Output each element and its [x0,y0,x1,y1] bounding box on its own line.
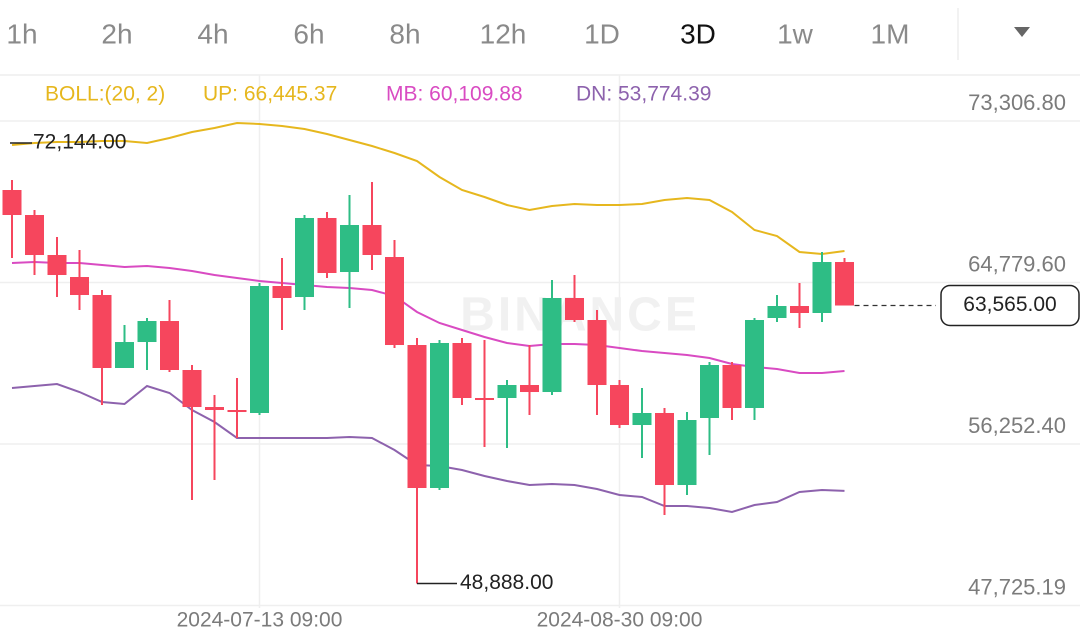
candle-body [47,255,67,276]
candle-body [632,412,652,426]
high-marker-label: 72,144.00 [33,131,126,154]
candle-body [790,306,809,313]
candle-body [362,225,382,256]
candle-body [182,370,202,408]
timeframe-tab[interactable]: 1h [6,18,37,49]
candle-body [677,420,697,486]
candle-body [25,215,44,256]
last-price-box [940,284,1080,327]
timeframe-tab[interactable]: 6h [293,18,324,49]
candle-body [430,342,449,488]
candle-body [205,407,224,411]
candle-body [137,321,157,343]
candle-body [565,297,584,321]
timeframe-tab[interactable]: 4h [197,18,228,49]
timeframe-tab[interactable]: 3D [680,18,716,49]
timeframe-tab[interactable]: 2h [101,18,132,49]
timeframe-tab[interactable]: 1M [871,18,910,49]
candle-body [250,286,269,413]
candle-body [70,277,89,296]
indicator-label: BOLL:(20, 2) [45,83,165,106]
legend-entry: MB: 60,109.88 [386,83,523,106]
candle-body [700,365,719,418]
candle-body [407,345,427,488]
last-price-label: 63,565.00 [963,293,1056,316]
candle-body [272,286,292,298]
x-tick-label: 2024-07-13 09:00 [177,609,343,629]
candle-body [2,190,22,216]
boll-line [11,260,845,374]
candle-body [722,365,742,408]
dropdown-icon[interactable] [1014,27,1030,37]
candle-body [295,217,314,298]
plot: 73,306.80 64,779.60 56,252.40 47,725.19 2024… [0,75,1080,629]
candle-body [160,321,179,371]
candle-body [497,385,517,398]
candle-body [767,306,787,318]
candle-body [812,262,832,313]
candle-body [745,320,764,408]
candle-body [475,397,494,401]
candle-body [520,385,539,393]
candle-body [655,412,674,486]
y-tick-label: 73,306.80 [968,90,1066,115]
timeframe-tab[interactable]: 1w [777,18,814,49]
candle-body [115,342,134,368]
candle-body [385,257,404,346]
timeframe-tabs: 1h 2h 4h 6h 8h 12h 1D 3D 1w 1M [6,18,909,49]
boll-line [11,382,845,514]
candle-body [542,297,562,393]
y-tick-label: 64,779.60 [968,251,1066,276]
legend-entry: DN: 53,774.39 [576,83,711,106]
timeframe-tab[interactable]: 12h [480,18,527,49]
candle-body [835,262,854,306]
legend-entry: UP: 66,445.37 [203,83,337,106]
candle-body [92,295,112,368]
y-tick-label: 47,725.19 [968,574,1066,599]
timeframe-tab[interactable]: 8h [389,18,420,49]
candle-body [587,320,607,386]
candle-body [452,342,472,398]
candle-body [340,225,359,273]
boll-line [11,121,845,256]
candle-body [610,385,629,426]
timeframe-tab[interactable]: 1D [584,18,620,49]
low-marker-label: 48,888.00 [460,571,553,594]
x-tick-label: 2024-08-30 09:00 [537,609,703,629]
candle-body [227,410,247,413]
y-tick-label: 56,252.40 [968,413,1066,438]
candle-body [317,217,337,273]
